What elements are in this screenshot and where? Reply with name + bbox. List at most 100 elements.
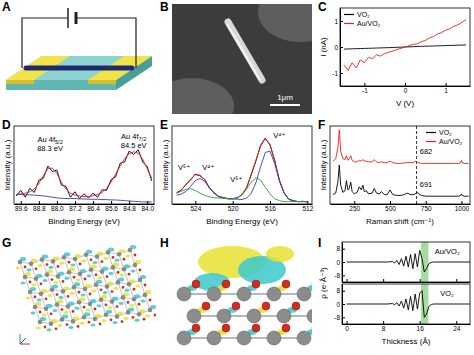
atom [33,305,38,310]
axis-indicator [20,344,30,345]
bond [129,284,134,299]
charge-density [80,322,85,325]
atom [116,280,121,285]
tick-mark [347,279,348,282]
atom [292,302,300,310]
x-axis: 2505007501000 [331,201,471,212]
tick-label: 8 [382,325,386,332]
y-axis-title: Intensity (a.u.) [161,139,170,190]
atom [106,250,111,255]
tick: 16 [417,321,425,332]
atom [40,282,43,285]
atom [95,273,98,276]
tick [383,279,384,282]
annotation: 84.5 eV [121,141,147,150]
electrode-edge [6,80,34,84]
x-axis-title: V (V) [396,99,415,108]
charge-density [135,319,140,322]
tick-mark [390,201,391,204]
x-axis: 524520516512 [173,201,314,212]
bond [68,306,73,321]
atom [111,265,116,270]
series-line [344,20,466,71]
tick-label: 84.0 [141,205,154,212]
atom [57,265,60,268]
tick: 0 [336,301,345,308]
atom [44,326,47,329]
plot-area [347,284,470,324]
atom [143,318,146,321]
legend-swatch [344,14,354,15]
tick-mark [420,321,421,324]
y-axis: -101 [332,9,343,87]
panel-label: C [318,0,327,14]
bond [35,307,40,322]
atom [62,255,67,260]
charge-density [266,246,294,262]
y-axis-title: I (nA) [319,37,328,57]
atom [202,302,210,310]
plot-frame [342,284,470,324]
tick-mark [307,201,308,204]
atom [73,276,76,279]
atom [23,275,28,280]
tick [456,279,457,282]
atom [133,288,136,291]
tick-label: 8 [336,245,340,252]
bond [20,262,25,277]
atom [277,309,291,323]
tick: -1 [332,70,343,77]
x-axis-title: Thickness (Å) [382,337,431,346]
tick: 85.6 [105,201,118,212]
legend-swatch [344,23,354,24]
atom [297,331,311,345]
annotation: V⁵⁺ [178,163,190,172]
tick: 524 [190,201,201,212]
atom [90,258,93,261]
atom [117,252,122,257]
atom [89,293,92,296]
plot-area [16,150,151,202]
charge-density [43,279,48,282]
charge-density [124,317,129,320]
chart: 89.688.888.087.286.485.684.884.0Binding … [3,126,155,226]
tick-label: 1 [334,18,338,25]
atom [61,289,66,294]
tick-label: 24 [453,325,461,332]
bond [134,299,139,314]
tick-label: 750 [421,205,432,212]
charge-density [49,266,54,269]
atom [121,295,126,300]
y-axis-title: Intensity (a.u.) [319,139,328,190]
charge-density [59,296,64,299]
atom [222,324,230,332]
atom [267,331,281,345]
tick: 1 [334,18,343,25]
bond [130,250,135,265]
atom [137,312,142,317]
substrate-front [6,80,116,90]
panel-label: H [160,236,169,250]
tick: 0 [336,259,345,266]
tick: 8 [336,245,345,252]
tick: 500 [385,201,396,212]
plot-area [344,20,466,71]
charge-density [71,263,76,266]
charge-density [131,269,136,272]
bond [63,291,68,306]
tick-label: -8 [334,272,340,279]
bond [123,297,128,312]
bond [118,282,123,297]
bond [90,304,95,319]
battery-plate [67,8,69,28]
tick-label: 524 [190,205,201,212]
atom [138,303,141,306]
scale-bar [270,104,300,106]
atom [252,280,260,288]
atom [110,299,115,304]
y-axis: -808 [334,285,345,325]
crystal-structure [16,245,157,344]
charge-density [26,296,31,299]
atom [187,309,201,323]
tick-label: 1 [444,87,448,94]
